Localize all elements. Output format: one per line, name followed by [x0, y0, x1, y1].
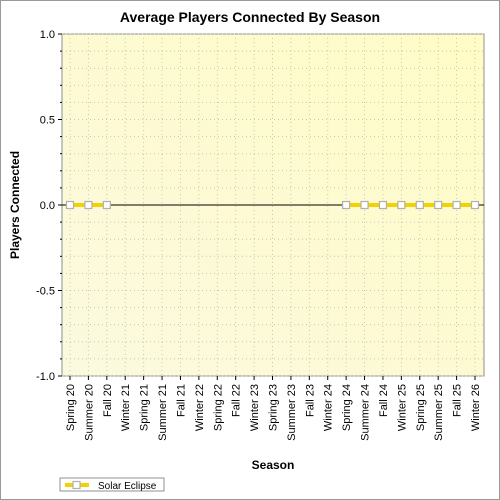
data-point [397, 200, 406, 210]
y-tick-label: -0.5 [36, 286, 55, 298]
data-point [415, 200, 424, 210]
x-tick-label: Spring 25 [415, 384, 427, 431]
x-tick-label: Spring 24 [341, 384, 353, 431]
y-tick-label: 0.5 [40, 115, 55, 127]
x-tick-label: Spring 21 [139, 384, 151, 431]
grid [62, 33, 484, 377]
y-tick-label: -1.0 [36, 371, 55, 383]
data-point [434, 200, 443, 210]
x-tick-label: Winter 22 [194, 384, 206, 431]
x-axis: Spring 20 Summer 20 Fall 20 Winter 21 Spring… [65, 376, 482, 441]
series-layer [65, 200, 480, 210]
x-tick-label: Spring 22 [212, 384, 224, 431]
x-tick-label: Winter 21 [120, 384, 132, 431]
legend-label: Solar Eclipse [98, 481, 157, 492]
x-tick-label: Fall 20 [102, 384, 114, 417]
x-axis-label: Season [252, 458, 295, 472]
x-tick-label: Fall 23 [304, 384, 316, 417]
data-point [378, 200, 388, 210]
chart-title: Average Players Connected By Season [120, 9, 380, 25]
x-tick-label: Fall 22 [231, 384, 243, 417]
data-point [470, 200, 480, 210]
data-point [102, 200, 111, 210]
data-point [65, 200, 75, 210]
y-axis: 1.0 0.5 0.0 -0.5 -1.0 [36, 29, 62, 383]
x-tick-label: Summer 23 [286, 384, 298, 441]
x-tick-label: Summer 24 [360, 384, 372, 441]
y-tick-label: 0.0 [40, 200, 55, 212]
x-tick-label: Spring 20 [65, 384, 77, 431]
x-tick-label: Summer 21 [157, 384, 169, 441]
y-tick-label: 1.0 [40, 29, 55, 41]
legend: Solar Eclipse [59, 477, 165, 492]
x-tick-label: Winter 23 [249, 384, 261, 431]
x-tick-label: Winter 26 [470, 384, 482, 431]
x-tick-label: Winter 25 [396, 384, 408, 431]
x-tick-label: Fall 25 [452, 384, 464, 417]
legend-swatch-marker [72, 480, 81, 490]
legend-box [59, 477, 165, 492]
x-tick-label: Summer 25 [433, 384, 445, 441]
data-point [452, 200, 461, 210]
x-tick-label: Summer 20 [83, 384, 95, 441]
data-point [84, 200, 93, 210]
x-tick-label: Winter 24 [323, 384, 335, 431]
x-tick-label: Spring 23 [268, 384, 280, 431]
data-point [342, 200, 351, 210]
x-tick-label: Fall 24 [378, 384, 390, 417]
x-tick-label: Fall 21 [175, 384, 187, 417]
y-axis-label: Players Connected [8, 151, 22, 259]
data-point [360, 200, 369, 210]
